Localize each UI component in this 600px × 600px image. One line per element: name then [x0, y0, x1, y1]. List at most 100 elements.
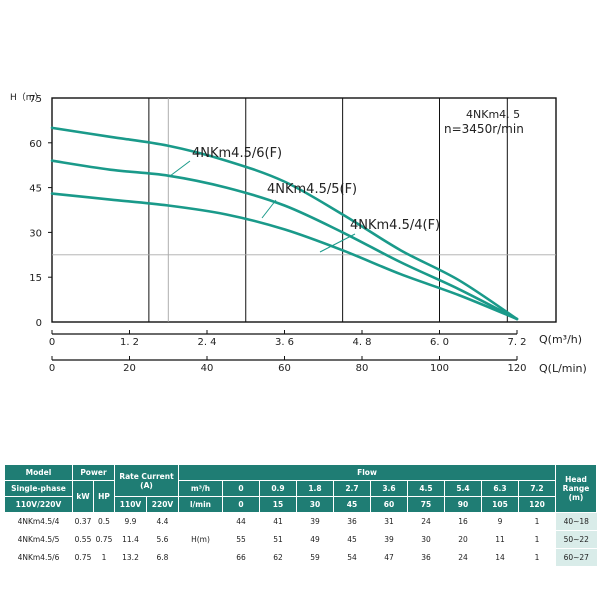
y-tick-label: 0: [36, 318, 42, 329]
speed-label: n=3450r/min: [444, 122, 524, 136]
head-cell: 55: [222, 530, 260, 549]
head-cell: 49: [296, 530, 334, 549]
x-tick-label-bottom: 60: [278, 363, 291, 374]
head-cell: 39: [370, 530, 408, 549]
head-cell: 30: [407, 530, 445, 549]
head-cell: 41: [259, 512, 297, 531]
x-tick-label-top: 0: [49, 337, 55, 348]
head-cell: 24: [444, 548, 482, 567]
row-hp: 0.5: [93, 512, 115, 531]
hdr-lmin: l/min: [178, 496, 223, 513]
head-cell: 14: [481, 548, 519, 567]
pump-performance-chart: H（m） 0 15 30 45 60 75 0 1. 2 2. 4 3. 6 4. 8 6. 0 7.…: [10, 92, 587, 375]
head-cell: 20: [444, 530, 482, 549]
head-cell: 31: [370, 512, 408, 531]
head-cell: 39: [296, 512, 334, 531]
flow-lmin-cell: 120: [518, 496, 556, 513]
flow-lmin-cell: 105: [481, 496, 519, 513]
x-tick-label-top: 6. 0: [430, 337, 449, 348]
head-cell: 45: [333, 530, 371, 549]
x-tick-label-top: 1. 2: [120, 337, 139, 348]
head-cell: 1: [518, 530, 556, 549]
hdr-rate-current: Rate Current (A): [114, 464, 179, 497]
flow-lmin-cell: 60: [370, 496, 408, 513]
flow-m3h-cell: 7.2: [518, 480, 556, 497]
row-a110: 13.2: [114, 548, 147, 567]
x-tick-label-bottom: 20: [123, 363, 136, 374]
series-label-5: 4NKm4.5/5(F): [267, 182, 357, 197]
x-tick-label-top: 2. 4: [197, 337, 216, 348]
x-axis-label-top: Q(m³/h): [539, 333, 582, 346]
flow-lmin-cell: 90: [444, 496, 482, 513]
y-tick-labels: 0 15 30 45 60 75: [29, 94, 42, 329]
x-axes: 0 1. 2 2. 4 3. 6 4. 8 6. 0 7. 2 0 20 40 60 80 100 120: [49, 330, 527, 374]
row-model: 4NKm4.5/5: [4, 530, 73, 549]
flow-lmin-cell: 75: [407, 496, 445, 513]
row-a220: 4.4: [146, 512, 179, 531]
row-kw: 0.75: [72, 548, 94, 567]
head-cell: 1: [518, 512, 556, 531]
hdr-head-range: Head Range (m): [555, 464, 597, 513]
hdr-220v: 220V: [146, 496, 179, 513]
row-head-range: 40~18: [555, 512, 597, 531]
hdr-power: Power: [72, 464, 115, 481]
flow-m3h-cell: 0: [222, 480, 260, 497]
x-tick-label-bottom: 80: [356, 363, 369, 374]
flow-lmin-cell: 45: [333, 496, 371, 513]
table-row: 4NKm4.5/6 0.75 1 13.2 6.8 66 62 59 54 47…: [4, 548, 597, 567]
head-cell: 62: [259, 548, 297, 567]
y-tick-label: 60: [29, 139, 42, 150]
leader-5: [261, 199, 277, 219]
flow-m3h-cell: 4.5: [407, 480, 445, 497]
row-a110: 11.4: [114, 530, 147, 549]
head-cell: 47: [370, 548, 408, 567]
y-tick-label: 30: [29, 228, 42, 239]
head-cell: 59: [296, 548, 334, 567]
flow-lmin-cell: 30: [296, 496, 334, 513]
row-kw: 0.55: [72, 530, 94, 549]
row-model: 4NKm4.5/4: [4, 512, 73, 531]
row-head-range: 50~22: [555, 530, 597, 549]
head-cell: 54: [333, 548, 371, 567]
x-tick-label-bottom: 40: [201, 363, 214, 374]
x-tick-label-top: 3. 6: [275, 337, 294, 348]
head-cell: 9: [481, 512, 519, 531]
flow-m3h-cell: 3.6: [370, 480, 408, 497]
head-cell: 11: [481, 530, 519, 549]
flow-m3h-cell: 2.7: [333, 480, 371, 497]
curves: [50, 126, 519, 321]
hdr-kw: kW: [72, 480, 94, 513]
row-a110: 9.9: [114, 512, 147, 531]
row-a220: 5.6: [146, 530, 179, 549]
y-axis-label: H（m）: [10, 92, 44, 103]
head-cell: 36: [333, 512, 371, 531]
flow-m3h-cell: 6.3: [481, 480, 519, 497]
x-tick-label-top: 7. 2: [507, 337, 526, 348]
flow-m3h-cell: 5.4: [444, 480, 482, 497]
y-tick-label: 45: [29, 184, 42, 195]
h-label: H(m): [178, 512, 223, 567]
flow-lmin-cell: 15: [259, 496, 297, 513]
series-line-6: [50, 126, 519, 321]
leader-6: [169, 160, 191, 177]
hdr-flow: Flow: [178, 464, 556, 481]
leader-4: [319, 233, 356, 253]
flow-m3h-cell: 0.9: [259, 480, 297, 497]
spec-table: Model Power Rate Current (A) Flow Head R…: [4, 464, 597, 567]
hdr-model: Model: [4, 464, 73, 481]
head-cell: 1: [518, 548, 556, 567]
y-tick-label: 75: [29, 94, 42, 105]
hdr-110v: 110V: [114, 496, 147, 513]
row-hp: 1: [93, 548, 115, 567]
head-cell: 16: [444, 512, 482, 531]
row-model: 4NKm4.5/6: [4, 548, 73, 567]
hdr-m3h: m³/h: [178, 480, 223, 497]
head-cell: 51: [259, 530, 297, 549]
table-row: 4NKm4.5/5 0.55 0.75 11.4 5.6 55 51 49 45…: [4, 530, 597, 549]
x-tick-label-bottom: 0: [49, 363, 55, 374]
x-tick-label-bottom: 120: [507, 363, 526, 374]
y-tick-label: 15: [29, 273, 42, 284]
series-line-5: [50, 159, 519, 321]
flow-m3h-cell: 1.8: [296, 480, 334, 497]
head-cell: 44: [222, 512, 260, 531]
